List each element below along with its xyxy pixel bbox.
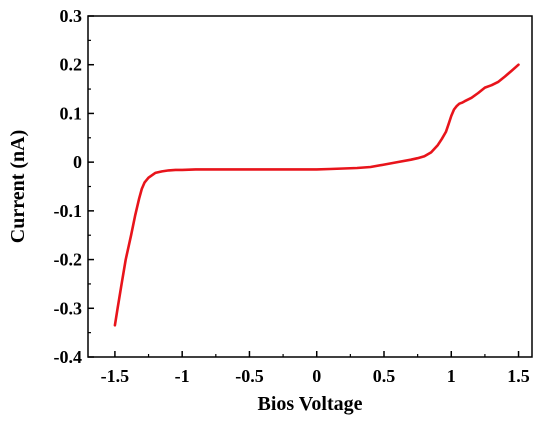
x-axis-label: Bios Voltage: [257, 393, 362, 415]
x-tick-label: 1: [447, 366, 456, 386]
series-line-current: [113, 63, 520, 327]
ticks-layer: [88, 15, 520, 358]
y-tick-label: 0.1: [60, 103, 83, 123]
x-tick-label: 0.5: [373, 366, 396, 386]
y-tick-label: 0.3: [60, 6, 83, 26]
y-tick-label: 0.2: [60, 55, 83, 75]
y-tick-label: -0.3: [54, 298, 83, 318]
y-tick-label: 0: [73, 152, 82, 172]
x-tick-label: -0.5: [235, 366, 264, 386]
y-tick-label: -0.1: [54, 201, 83, 221]
x-tick-label: -1: [175, 366, 190, 386]
x-tick-label: 0: [312, 366, 321, 386]
plot-frame: [87, 15, 533, 358]
x-tick-label: 1.5: [507, 366, 530, 386]
x-tick-label: -1.5: [101, 366, 130, 386]
y-axis-label: Current (nA): [7, 130, 29, 244]
y-tick-label: -0.4: [54, 347, 83, 367]
y-tick-label: -0.2: [54, 250, 83, 270]
tick-labels-layer: -1.5 -1 -0.5 0 0.5 1 1.5 -0.4 -0.3 -0.2 -0.1 0 0.1 0.…: [54, 6, 530, 386]
